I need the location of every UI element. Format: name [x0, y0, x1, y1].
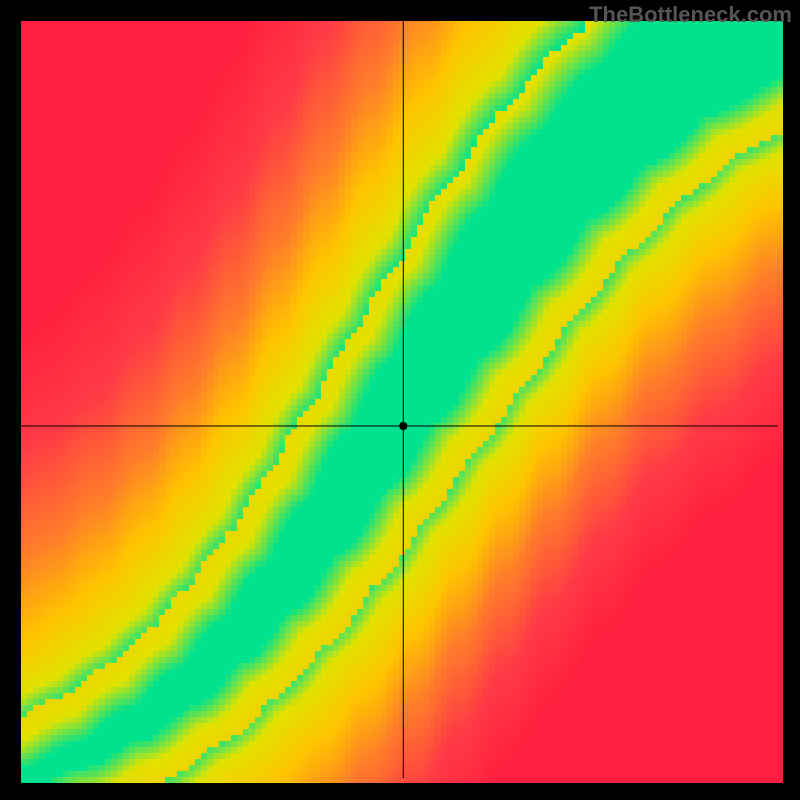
bottleneck-heatmap-canvas	[0, 0, 800, 800]
chart-root: TheBottleneck.com	[0, 0, 800, 800]
watermark-text: TheBottleneck.com	[589, 2, 792, 28]
